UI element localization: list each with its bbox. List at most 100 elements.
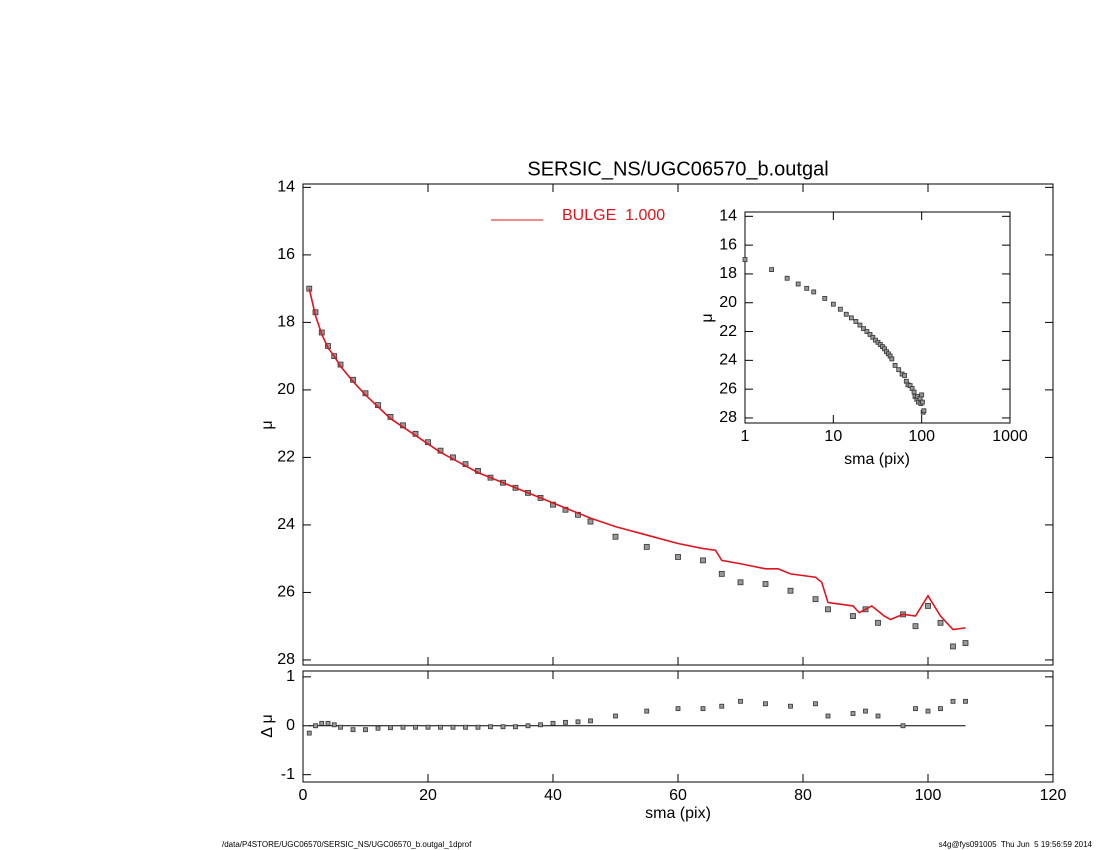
- y-tick-label: 16: [277, 246, 295, 263]
- data-point: [513, 724, 518, 730]
- y-tick-label: 14: [719, 208, 737, 225]
- data-point: [718, 570, 725, 577]
- data-point: [962, 640, 969, 646]
- x-tick-label: 20: [419, 787, 437, 804]
- data-point: [400, 724, 406, 730]
- data-point: [853, 319, 859, 324]
- data-point: [920, 399, 925, 405]
- data-point: [843, 311, 849, 317]
- y-tick-label: 0: [286, 717, 295, 734]
- data-point: [875, 619, 881, 626]
- data-point: [902, 373, 907, 378]
- model-line: [308, 288, 966, 631]
- y-tick-label: 24: [277, 516, 295, 533]
- data-point: [911, 389, 917, 395]
- data-point: [900, 723, 906, 729]
- data-point: [870, 334, 876, 340]
- x-axis-label: sma (pix): [645, 805, 711, 822]
- y-tick-label: 26: [719, 380, 737, 397]
- data-point: [737, 579, 744, 586]
- data-point: [350, 727, 356, 733]
- data-point: [475, 724, 481, 730]
- data-point: [488, 724, 493, 730]
- x-tick-label: 1000: [992, 428, 1028, 445]
- data-point: [643, 543, 650, 550]
- data-point: [338, 724, 343, 730]
- y-axis-label: μ: [699, 313, 716, 322]
- data-point: [375, 725, 381, 731]
- data-point: [867, 332, 873, 337]
- data-point: [675, 706, 681, 712]
- y-axis-label: Δ μ: [259, 714, 276, 737]
- y-tick-label: 14: [277, 179, 295, 196]
- data-point: [769, 267, 774, 273]
- data-point: [813, 701, 818, 707]
- y-tick-label: 20: [277, 381, 295, 398]
- data-point: [738, 698, 743, 704]
- data-point: [788, 703, 793, 709]
- data-point: [325, 720, 331, 726]
- data-point: [861, 326, 866, 332]
- data-point: [830, 301, 836, 307]
- data-point: [896, 367, 902, 373]
- x-tick-label: 100: [915, 787, 942, 804]
- x-tick-label: 100: [908, 428, 935, 445]
- y-tick-label: 16: [719, 236, 737, 253]
- x-tick-label: 0: [299, 787, 308, 804]
- data-point: [675, 554, 681, 560]
- data-point: [925, 603, 931, 609]
- chart-title: SERSIC_NS/UGC06570_b.outgal: [527, 158, 828, 180]
- data-point: [613, 713, 618, 719]
- data-point: [812, 596, 819, 603]
- data-point: [313, 723, 318, 729]
- data-point: [892, 362, 898, 368]
- y-tick-label: 18: [277, 314, 295, 331]
- x-tick-label: 80: [794, 787, 812, 804]
- data-point: [864, 329, 870, 334]
- x-axis-label: sma (pix): [844, 451, 910, 468]
- data-point: [857, 322, 863, 328]
- data-point: [550, 720, 556, 726]
- data-point: [450, 724, 456, 730]
- data-point: [795, 281, 801, 287]
- data-point: [388, 725, 393, 731]
- data-point: [912, 623, 919, 630]
- data-point: [612, 533, 619, 540]
- plot-frame: [744, 211, 1011, 424]
- data-point: [848, 315, 854, 321]
- y-tick-label: 20: [719, 294, 737, 311]
- data-point: [700, 706, 706, 712]
- data-point: [306, 730, 312, 736]
- data-point: [784, 275, 790, 281]
- data-point: [413, 724, 418, 730]
- data-point: [937, 619, 944, 626]
- x-tick-label: 10: [824, 428, 842, 445]
- data-point: [762, 581, 769, 587]
- legend-label: BULGE 1.000: [562, 207, 665, 224]
- x-tick-label: 60: [669, 787, 687, 804]
- data-point: [563, 719, 568, 725]
- x-tick-label: 1: [741, 428, 750, 445]
- data-point: [825, 713, 831, 719]
- inset-background: [745, 212, 1010, 423]
- data-point: [913, 706, 918, 712]
- data-point: [425, 724, 431, 730]
- y-axis-label: μ: [259, 420, 276, 429]
- y-tick-label: 22: [719, 323, 737, 340]
- data-point: [319, 720, 325, 726]
- data-point: [837, 306, 843, 312]
- data-point: [925, 708, 931, 714]
- data-point: [950, 643, 956, 650]
- data-point: [863, 708, 868, 714]
- data-point: [363, 727, 368, 733]
- data-point: [588, 718, 593, 724]
- data-point: [963, 698, 968, 704]
- y-tick-label: 24: [719, 352, 737, 369]
- data-point: [850, 613, 856, 619]
- footer-left: /data/P4STORE/UGC06570/SERSIC_NS/UGC0657…: [222, 840, 472, 849]
- data-point: [331, 722, 337, 728]
- data-point: [700, 557, 706, 564]
- data-point: [719, 703, 725, 709]
- y-tick-label: 18: [719, 265, 737, 282]
- data-point: [850, 711, 856, 716]
